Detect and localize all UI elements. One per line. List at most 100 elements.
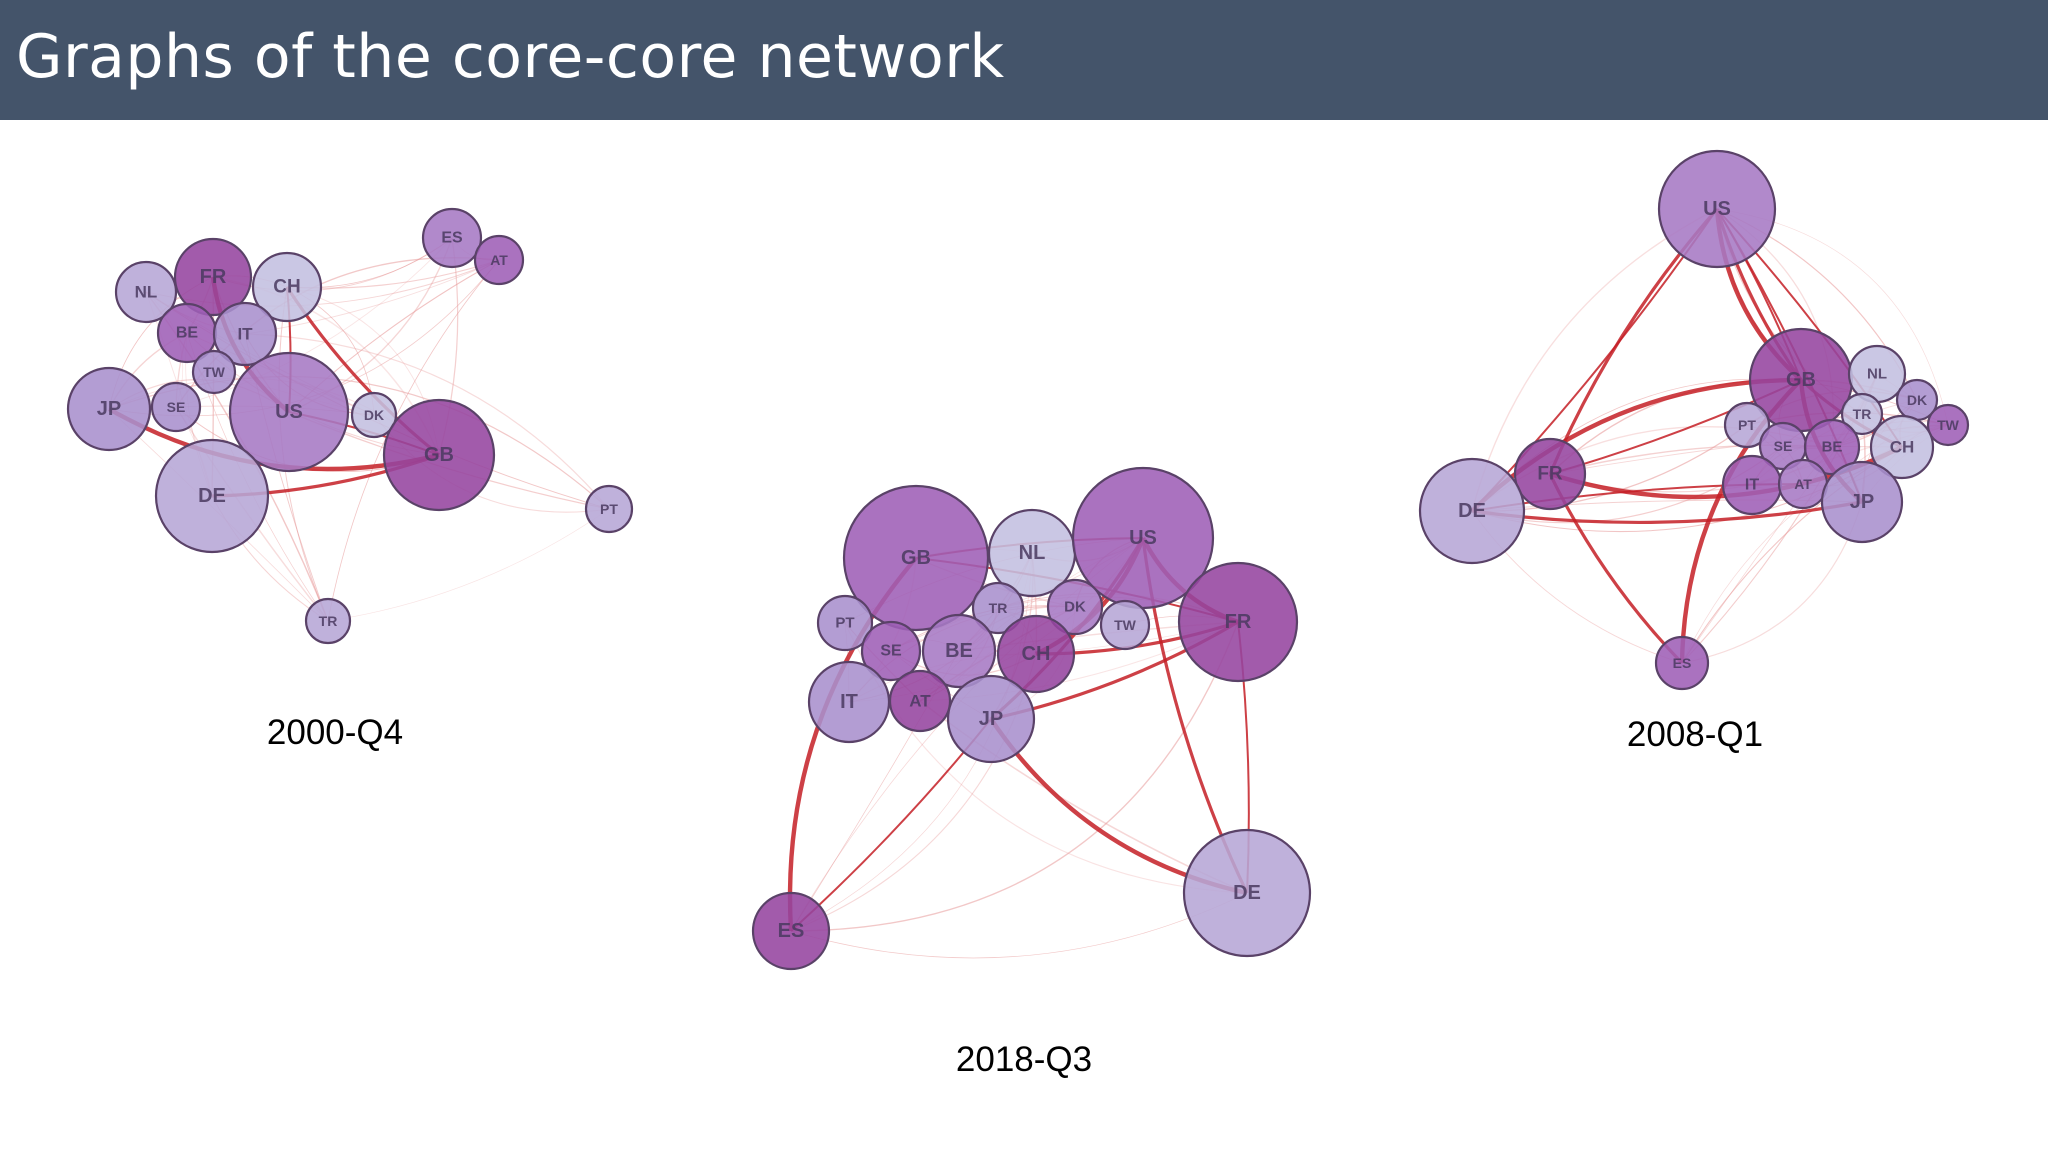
node-us: US (1071, 466, 1215, 610)
node-fr: FR (1177, 561, 1299, 683)
node-label: JP (1850, 491, 1874, 513)
node-label: DK (364, 407, 384, 423)
node-circle (154, 438, 270, 554)
node-label: PT (835, 615, 854, 632)
node-label: NL (1867, 366, 1887, 383)
node-pt: PT (584, 484, 634, 534)
node-label: NL (1019, 542, 1046, 564)
node-ch: CH (1869, 414, 1935, 480)
node-circle (228, 351, 350, 473)
node-se: SE (1758, 421, 1808, 471)
node-be: BE (1803, 418, 1861, 476)
node-dk: DK (350, 391, 398, 439)
node-label: US (275, 401, 303, 423)
node-circle (1513, 437, 1587, 511)
node-ch: CH (251, 251, 323, 323)
node-label: TW (1114, 617, 1137, 633)
node-label: BE (1822, 439, 1843, 456)
weak-edge (327, 508, 610, 622)
graph-caption-2008-q1: 2008-Q1 (1626, 715, 1764, 754)
graph-caption-2000-q4: 2000-Q4 (266, 713, 404, 752)
node-label: GB (901, 547, 931, 569)
node-label: NL (135, 283, 158, 302)
node-label: JP (979, 708, 1003, 730)
node-label: TW (1937, 417, 1960, 433)
node-circle (921, 613, 997, 689)
node-label: AT (490, 252, 508, 268)
node-circle (584, 484, 634, 534)
node-es: ES (1654, 635, 1710, 691)
node-circle (304, 597, 352, 645)
node-circle (860, 620, 922, 682)
node-circle (888, 669, 952, 733)
node-label: TR (319, 613, 338, 629)
node-fr: FR (1513, 437, 1587, 511)
node-label: US (1129, 527, 1157, 549)
node-es: ES (751, 891, 831, 971)
node-us: US (228, 351, 350, 473)
node-tr: TR (971, 581, 1025, 635)
node-it: IT (212, 301, 278, 367)
node-circle (1657, 149, 1777, 269)
node-circle (1418, 457, 1526, 565)
node-circle (66, 366, 152, 452)
node-label: IT (1745, 477, 1759, 494)
node-label: DE (1233, 882, 1261, 904)
node-label: SE (167, 399, 186, 415)
node-label: FR (1537, 464, 1563, 485)
node-label: BE (945, 640, 973, 662)
graph-2008-q1: US GB NL DK TW PT TR SE BE CH FR DE IT AT JP ES (1418, 149, 1970, 691)
node-nl: NL (1847, 344, 1907, 404)
node-gb: GB (382, 398, 496, 512)
node-tr: TR (1840, 392, 1884, 436)
node-jp: JP (1820, 460, 1904, 544)
node-tr: TR (304, 597, 352, 645)
node-circle (996, 614, 1076, 694)
title-bar: Graphs of the core-core network (0, 0, 2048, 120)
node-es: ES (421, 207, 483, 269)
node-circle (1099, 599, 1151, 651)
node-label: PT (1738, 417, 1756, 433)
node-circle (191, 349, 237, 395)
node-circle (150, 381, 202, 433)
node-be: BE (921, 613, 997, 689)
node-label: JP (97, 398, 121, 420)
node-circle (1177, 561, 1299, 683)
node-circle (382, 398, 496, 512)
node-circle (473, 234, 525, 286)
graph-2018-q3: GB NL US TR DK PT TW FR SE BE CH IT AT JP ES DE (751, 466, 1312, 971)
node-se: SE (860, 620, 922, 682)
node-label: PT (600, 501, 618, 517)
node-label: IT (237, 325, 253, 344)
node-label: DE (198, 485, 226, 507)
node-label: BE (176, 325, 199, 342)
node-circle (1046, 578, 1104, 636)
node-circle (1840, 392, 1884, 436)
node-label: IT (840, 691, 858, 713)
node-at: AT (473, 234, 525, 286)
weak-edge (244, 259, 500, 335)
node-label: SE (1774, 438, 1793, 454)
node-se: SE (150, 381, 202, 433)
node-de: DE (1182, 828, 1312, 958)
node-pt: PT (1723, 401, 1771, 449)
node-circle (1654, 635, 1710, 691)
node-ch: CH (996, 614, 1076, 694)
node-label: AT (1794, 476, 1812, 492)
node-circle (1869, 414, 1935, 480)
node-label: TR (1853, 406, 1872, 422)
node-label: SE (880, 643, 902, 660)
node-circle (1820, 460, 1904, 544)
graph-2000-q4: ES AT FR CH NL BE IT TW JP SE US DK GB DE PT TR (66, 207, 634, 645)
node-jp: JP (946, 674, 1036, 764)
node-circle (114, 260, 178, 324)
node-nl: NL (987, 508, 1077, 598)
node-at: AT (1777, 458, 1829, 510)
node-it: IT (807, 660, 891, 744)
node-pt: PT (816, 594, 874, 652)
node-label: CH (1890, 438, 1915, 457)
node-tw: TW (1099, 599, 1151, 651)
node-label: DK (1907, 392, 1927, 408)
node-de: DE (1418, 457, 1526, 565)
